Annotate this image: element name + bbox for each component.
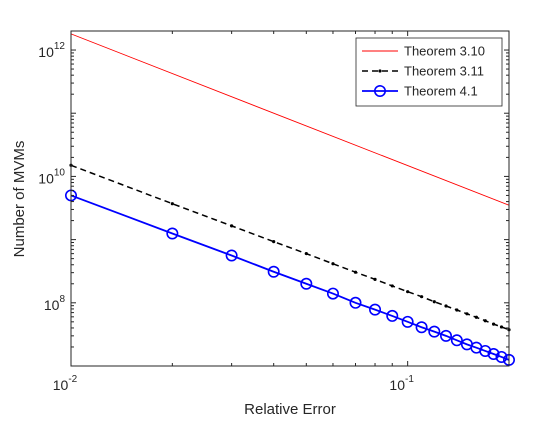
series-line-1 bbox=[70, 33, 510, 206]
series-marker bbox=[432, 300, 436, 304]
series-marker bbox=[267, 265, 280, 278]
y-tick-label: 1010 bbox=[38, 167, 65, 186]
series-marker bbox=[304, 252, 308, 256]
y-tick-label: 108 bbox=[44, 294, 66, 313]
series-marker bbox=[225, 249, 238, 262]
series-marker bbox=[369, 303, 382, 316]
legend: Theorem 3.10 Theorem 3.11 Theorem 4.1 bbox=[355, 37, 503, 107]
series-marker bbox=[406, 290, 410, 294]
series-marker bbox=[419, 295, 424, 299]
series-marker bbox=[170, 202, 174, 206]
series-marker bbox=[272, 240, 276, 244]
series-marker bbox=[353, 270, 358, 274]
series-line-2 bbox=[70, 164, 510, 331]
series-marker bbox=[401, 315, 414, 328]
series-marker bbox=[444, 304, 448, 308]
series-marker bbox=[230, 224, 234, 228]
series-marker bbox=[166, 227, 179, 240]
legend-label: Theorem 3.10 bbox=[404, 44, 485, 59]
legend-label: Theorem 3.11 bbox=[404, 64, 484, 79]
series-marker bbox=[331, 262, 335, 266]
series-marker bbox=[386, 309, 399, 322]
series-marker bbox=[499, 325, 504, 329]
series-marker bbox=[495, 350, 508, 363]
tick-labels: 10-2 10-1 108 1010 1012 bbox=[38, 41, 414, 393]
series-marker bbox=[373, 277, 377, 281]
series-marker bbox=[479, 344, 492, 357]
series-marker bbox=[450, 334, 463, 347]
series-marker bbox=[440, 329, 453, 342]
series-marker bbox=[491, 322, 496, 326]
ticks bbox=[70, 30, 510, 367]
series-marker bbox=[428, 325, 441, 338]
series-marker bbox=[390, 284, 394, 288]
plot-markers bbox=[65, 163, 515, 366]
series-line-3 bbox=[70, 194, 510, 361]
legend-marker bbox=[373, 85, 386, 98]
x-axis-label: Relative Error bbox=[244, 401, 336, 418]
series-marker bbox=[455, 308, 459, 312]
series-marker bbox=[465, 312, 469, 316]
y-tick-label: 1012 bbox=[38, 41, 65, 60]
series-marker bbox=[474, 315, 478, 319]
axes-box bbox=[70, 30, 510, 367]
series-marker bbox=[349, 296, 362, 309]
series-marker bbox=[326, 287, 339, 300]
series-marker bbox=[483, 319, 487, 323]
legend-label: Theorem 4.1 bbox=[404, 84, 478, 99]
x-tick-label: 10-1 bbox=[389, 374, 414, 393]
series-marker bbox=[415, 321, 428, 334]
x-tick-label: 10-2 bbox=[53, 374, 78, 393]
series-marker bbox=[487, 347, 500, 360]
series-marker bbox=[300, 277, 313, 290]
legend-marker bbox=[378, 69, 382, 73]
y-axis-label: Number of MVMs bbox=[11, 141, 28, 258]
